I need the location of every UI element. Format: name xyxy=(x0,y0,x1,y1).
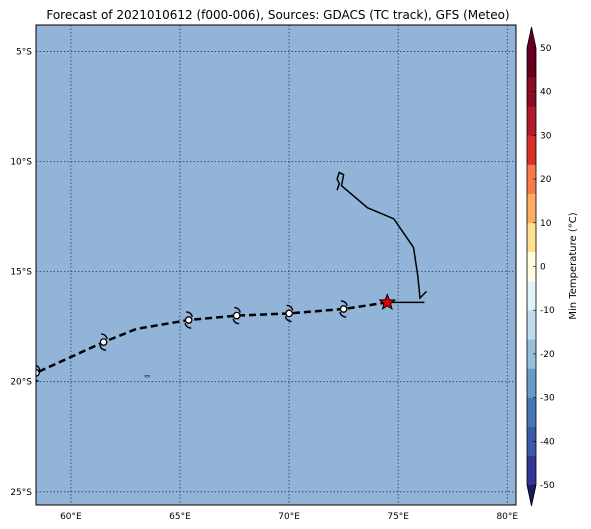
cyclone-arm-bottom xyxy=(339,311,347,318)
cyclone-arm-top xyxy=(341,300,348,307)
colorbar-segment xyxy=(527,339,536,369)
colorbar-label: Min Temperature (°C) xyxy=(568,212,579,319)
axis-ticks: 60°E 65°E 70°E 75°E 80°E 5°S 10°S 15°S 20°S 25°S xyxy=(10,47,518,522)
colorbar-segment xyxy=(527,455,536,486)
colorbar-segment xyxy=(527,222,536,253)
cyclone-arm-top xyxy=(234,306,241,313)
map-frame xyxy=(35,24,517,506)
colorbar-tick-label: -40 xyxy=(540,437,555,447)
cyclone-eye xyxy=(99,338,108,346)
cyclone-icon xyxy=(184,311,193,329)
cyclone-icon xyxy=(36,364,41,382)
cyclone-arm-bottom xyxy=(36,379,39,382)
map-title: Forecast of 2021010612 (f000-006), Sourc… xyxy=(46,8,510,22)
colorbar-tick-label: 40 xyxy=(540,88,552,98)
cyclone-arm-bottom xyxy=(232,318,240,325)
cyclone-arm-bottom xyxy=(99,345,107,351)
colorbar-segment xyxy=(527,193,536,224)
cyclone-arm-top xyxy=(101,333,108,340)
colorbar-over-arrow xyxy=(527,27,536,48)
cyclone-icon xyxy=(232,306,241,325)
colorbar-segment xyxy=(527,77,536,107)
colorbar-segment xyxy=(527,164,536,194)
colorbar-segment xyxy=(527,397,536,428)
colorbar-tick-label: -50 xyxy=(540,481,555,491)
colorbar-segment xyxy=(527,281,536,311)
colorbar-segment xyxy=(527,48,536,78)
lon-tick-label: 75°E xyxy=(387,512,409,522)
colorbar-segment xyxy=(527,106,536,136)
cyclone-icon xyxy=(339,300,348,318)
cyclone-arm-top xyxy=(36,364,41,370)
lat-tick-label: 15°S xyxy=(10,268,32,278)
current-position-star-icon xyxy=(378,292,397,311)
lat-tick-label: 25°S xyxy=(10,488,32,498)
colorbar-tick-label: 30 xyxy=(540,131,552,141)
cyclone-arm-top xyxy=(186,311,193,318)
cyclone-eye xyxy=(184,316,193,324)
colorbar-segment xyxy=(527,251,536,282)
colorbar-segment xyxy=(527,135,536,165)
lon-tick-label: 65°E xyxy=(169,512,191,522)
colorbar-segment xyxy=(527,426,536,457)
colorbar-tick-label: 0 xyxy=(540,263,546,273)
cyclone-icon xyxy=(99,333,108,351)
colorbar-tick-label: 10 xyxy=(540,219,552,229)
colorbar: -50 -40 -30 -20 -10 0 10 20 30 40 50 Min Temperatur… xyxy=(526,26,579,507)
ocean xyxy=(36,25,516,505)
islet xyxy=(144,374,151,378)
cyclone-eye xyxy=(285,309,293,318)
cyclone-arm-top xyxy=(286,304,294,311)
colorbar-tick-label: -10 xyxy=(540,306,555,316)
cyclone-eye xyxy=(339,305,348,313)
lat-tick-label: 5°S xyxy=(16,47,32,57)
colorbar-segment xyxy=(527,310,536,340)
colorbar-tick-label: 20 xyxy=(540,175,552,185)
cyclone-arm-bottom xyxy=(184,322,192,329)
colorbar-tick-label: -30 xyxy=(540,394,555,404)
lat-tick-label: 10°S xyxy=(10,158,32,168)
colorbar-under-arrow xyxy=(527,485,536,506)
colorbar-tick-label: 50 xyxy=(540,44,552,54)
cyclone-eye xyxy=(232,311,241,320)
map-area xyxy=(36,25,516,505)
cyclone-icon xyxy=(284,304,294,323)
past-track-line xyxy=(336,171,428,300)
lon-tick-label: 80°E xyxy=(496,512,518,522)
colorbar-tick-label: -20 xyxy=(540,350,555,360)
cyclone-arm-bottom xyxy=(284,316,292,323)
lat-tick-label: 20°S xyxy=(10,378,32,388)
cyclone-eye xyxy=(36,369,40,377)
lon-tick-label: 60°E xyxy=(60,512,82,522)
lon-tick-label: 70°E xyxy=(278,512,300,522)
colorbar-segment xyxy=(527,368,536,398)
